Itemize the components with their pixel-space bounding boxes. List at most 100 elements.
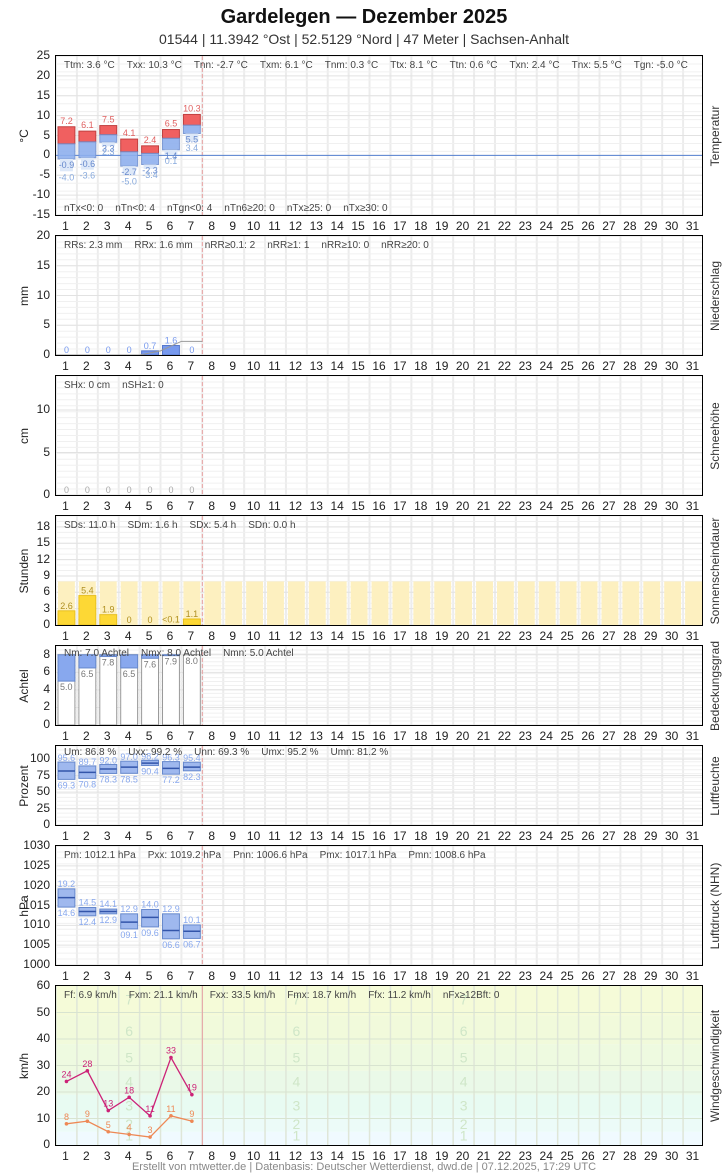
x-tick-label: 20	[455, 499, 470, 513]
pressure-ytick: 1020	[23, 877, 50, 892]
stat-value: Umn: 81.2 %	[330, 747, 389, 758]
x-tick-label: 7	[187, 359, 195, 373]
wind-x-axis: 1 2 3 4 5 6 7 8 9 10 11 12 13 14 15 16 17 18 19 20 21 22 23 24 2…	[55, 1149, 703, 1163]
data-label: 11	[145, 1104, 154, 1114]
data-label: 1.6	[165, 335, 178, 345]
x-tick-label: 9	[229, 219, 237, 233]
x-tick-label: 28	[623, 729, 637, 743]
data-label: 24	[61, 1069, 71, 1079]
data-label: 98.2	[141, 751, 159, 761]
x-tick-label: 16	[372, 629, 386, 643]
cloud-ytick: 8	[43, 646, 50, 661]
x-tick-label: 14	[330, 1149, 344, 1163]
x-tick-label: 18	[414, 729, 428, 743]
x-tick-label: 9	[229, 1149, 237, 1163]
wind-panel: 1112223334445556667772428131811331989543…	[55, 985, 703, 1146]
x-tick-label: 10	[246, 729, 261, 743]
x-tick-label: 24	[539, 729, 553, 743]
data-label: 3	[460, 1097, 468, 1113]
x-tick-label: 25	[560, 1149, 574, 1163]
temperature-ytick: 5	[43, 127, 50, 142]
x-tick-label: 12	[288, 729, 303, 743]
precipitation-panel: 0 0 0 0 0.7 1.6 0 RRs: 2.3 mm RRx: 1.6 mm nRR≥0.1…	[55, 235, 703, 356]
data-label: 2	[125, 1116, 133, 1132]
x-tick-label: 6	[166, 629, 174, 643]
data-label: 0	[189, 345, 194, 355]
pressure-plot: 19.214.614.512.414.112.912.909.114.009.6…	[56, 846, 702, 965]
x-tick-label: 20	[455, 219, 470, 233]
cloud-plot: 5.0 6.5 7.8 6.5 7.6 7.9 8.0	[56, 646, 702, 725]
x-tick-label: 2	[83, 219, 90, 233]
stat-value: nTgn<0: 4	[166, 203, 213, 214]
x-tick-label: 29	[644, 1149, 658, 1163]
data-label: 18	[124, 1085, 134, 1095]
x-tick-label: 23	[518, 499, 532, 513]
temperature-ytick: 20	[36, 67, 50, 82]
data-label: 4	[292, 1073, 300, 1089]
humidity-plot: 95.6 69.3 89.7 70.8 92.0 78.3 97.0 78.5 98.2 90.4…	[56, 746, 702, 825]
x-tick-label: 20	[455, 359, 470, 373]
x-tick-label: 1	[62, 969, 69, 983]
x-tick-label: 19	[435, 629, 449, 643]
temperature-ytick: 25	[36, 48, 50, 62]
x-tick-label: 14	[330, 729, 344, 743]
stat-value: Pxx: 1019.2 hPa	[147, 850, 222, 861]
stat-value: nSH≥1: 0	[122, 380, 164, 391]
x-tick-label: 21	[476, 219, 491, 233]
x-tick-label: 22	[497, 629, 512, 643]
humidity-y-axis-title: Prozent	[17, 764, 31, 807]
x-tick-label: 15	[351, 729, 365, 743]
temperature-ytick: -10	[32, 187, 50, 202]
x-tick-label: 17	[393, 499, 407, 513]
x-tick-label: 10	[246, 499, 261, 513]
cloud-ytick: 0	[43, 717, 50, 731]
x-tick-label: 11	[268, 729, 281, 743]
x-tick-label: 22	[497, 219, 512, 233]
x-tick-label: 15	[351, 1149, 365, 1163]
x-tick-label: 1	[62, 629, 69, 643]
stat-value: Nmx: 8.0 Achtel	[141, 648, 212, 659]
x-tick-label: 28	[623, 629, 637, 643]
x-tick-label: 28	[623, 969, 637, 983]
stat-value: Fxx: 33.5 km/h	[209, 990, 276, 1001]
temperature-ytick: -5	[39, 167, 50, 182]
data-label: 2	[292, 1116, 300, 1132]
sunshine-ytick: 6	[43, 584, 50, 599]
x-tick-label: 2	[83, 969, 90, 983]
x-tick-label: 24	[539, 969, 553, 983]
x-tick-label: 31	[685, 729, 700, 743]
data-label: 0	[148, 485, 153, 495]
data-label: 0	[148, 615, 153, 625]
x-tick-label: 17	[393, 629, 407, 643]
station-info: 01544 | 11.3942 °Ost | 52.5129 °Nord | 4…	[159, 31, 569, 47]
data-label: 0	[64, 345, 69, 355]
stat-value: nRR≥0.1: 2	[204, 240, 256, 251]
data-label: 7.5	[102, 115, 115, 125]
data-label: 97.0	[120, 752, 138, 762]
x-tick-label: 10	[246, 219, 261, 233]
x-tick-label: 30	[664, 359, 679, 373]
x-tick-label: 12	[288, 1149, 303, 1163]
sunshine-y-axis-title: Stunden	[17, 548, 31, 593]
x-tick-label: 19	[435, 969, 449, 983]
data-label: 4	[125, 1073, 133, 1089]
x-tick-label: 19	[435, 729, 449, 743]
x-tick-label: 7	[187, 629, 195, 643]
x-tick-label: 26	[581, 729, 595, 743]
humidity-ytick: 25	[36, 800, 50, 815]
data-label: 19	[187, 1083, 197, 1093]
stat-value: Tnx: 5.5 °C	[571, 60, 622, 71]
x-tick-label: 1	[62, 219, 69, 233]
data-label: 14.0	[141, 899, 159, 909]
x-tick-label: 12	[288, 219, 303, 233]
x-tick-label: 17	[393, 1149, 407, 1163]
x-tick-label: 26	[581, 219, 595, 233]
x-tick-label: 25	[560, 969, 574, 983]
svg-text:7.8: 7.8	[102, 658, 115, 668]
x-tick-label: 15	[351, 969, 365, 983]
x-tick-label: 22	[497, 499, 512, 513]
data-label: 7	[292, 991, 300, 1007]
x-tick-label: 21	[476, 729, 491, 743]
data-label: 28	[82, 1059, 92, 1069]
wind-ytick: 40	[36, 1031, 50, 1045]
